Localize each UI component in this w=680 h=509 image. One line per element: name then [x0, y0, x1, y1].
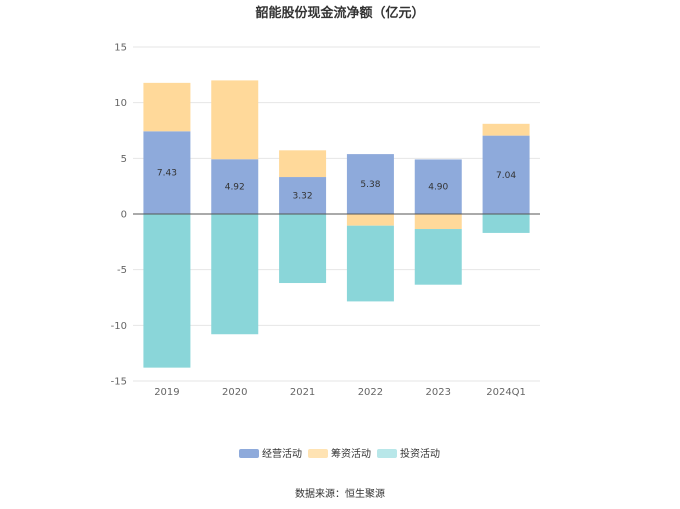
x-tick-label: 2024Q1 [486, 387, 526, 398]
bar-2023-series-1 [414, 214, 462, 230]
bar-2024Q1-series-0 [482, 135, 530, 214]
data-label-2020: 4.92 [225, 183, 245, 193]
bar-2023-series-2 [414, 229, 462, 285]
legend[interactable]: 经营活动 筹资活动 投资活动 [239, 447, 440, 460]
legend-label-1[interactable]: 筹资活动 [331, 447, 371, 460]
data-label-2023: 4.90 [428, 183, 448, 193]
bars [143, 80, 530, 368]
bar-2021-series-0 [279, 177, 327, 214]
bar-2019-series-2 [143, 214, 191, 368]
grid-lines [133, 46, 540, 382]
bar-2019-series-0 [143, 131, 191, 214]
bar-2024Q1-series-1 [482, 123, 530, 136]
data-label-2021: 3.32 [293, 192, 313, 202]
x-axis: 2019 2020 2021 2022 2023 2024Q1 [154, 387, 526, 398]
y-tick-label: -5 [117, 265, 127, 276]
x-tick-label: 2021 [290, 387, 315, 398]
data-label-2022: 5.38 [360, 180, 380, 190]
data-source: 数据来源：恒生聚源 [295, 487, 385, 500]
legend-swatch-1[interactable] [308, 449, 328, 458]
bar-2022-series-0 [346, 154, 394, 214]
data-label-2024Q1: 7.04 [496, 171, 516, 181]
bar-2020-series-2 [211, 214, 259, 335]
y-axis: 15 10 5 0 -5 -10 -15 [111, 43, 127, 388]
chart-title: 韶能股份现金流净额（亿元） [255, 5, 424, 21]
bar-2022-series-1 [346, 214, 394, 226]
y-tick-label: -15 [111, 377, 127, 388]
y-tick-label: 10 [114, 98, 127, 109]
bar-2020-series-1 [211, 80, 259, 160]
bar-2021-series-2 [279, 214, 327, 284]
bar-2019-series-1 [143, 82, 191, 132]
x-tick-label: 2022 [358, 387, 383, 398]
bar-2024Q1-series-2 [482, 214, 530, 233]
data-label-2019: 7.43 [157, 169, 177, 179]
legend-swatch-2[interactable] [377, 449, 397, 458]
legend-swatch-0[interactable] [239, 449, 259, 458]
bar-2023-series-0 [414, 159, 462, 214]
bar-2022-series-2 [346, 225, 394, 302]
legend-label-0[interactable]: 经营活动 [262, 447, 302, 460]
bar-2021-series-1 [279, 150, 327, 178]
x-tick-label: 2019 [154, 387, 179, 398]
y-tick-label: 15 [114, 43, 127, 54]
y-tick-label: 0 [121, 210, 127, 221]
legend-label-2[interactable]: 投资活动 [400, 447, 440, 460]
x-tick-label: 2023 [426, 387, 451, 398]
y-tick-label: -10 [111, 321, 127, 332]
x-tick-label: 2020 [222, 387, 247, 398]
data-labels: 7.43 4.92 3.32 5.38 4.90 7.04 [157, 169, 516, 202]
y-tick-label: 5 [121, 154, 127, 165]
bar-2020-series-0 [211, 159, 259, 214]
